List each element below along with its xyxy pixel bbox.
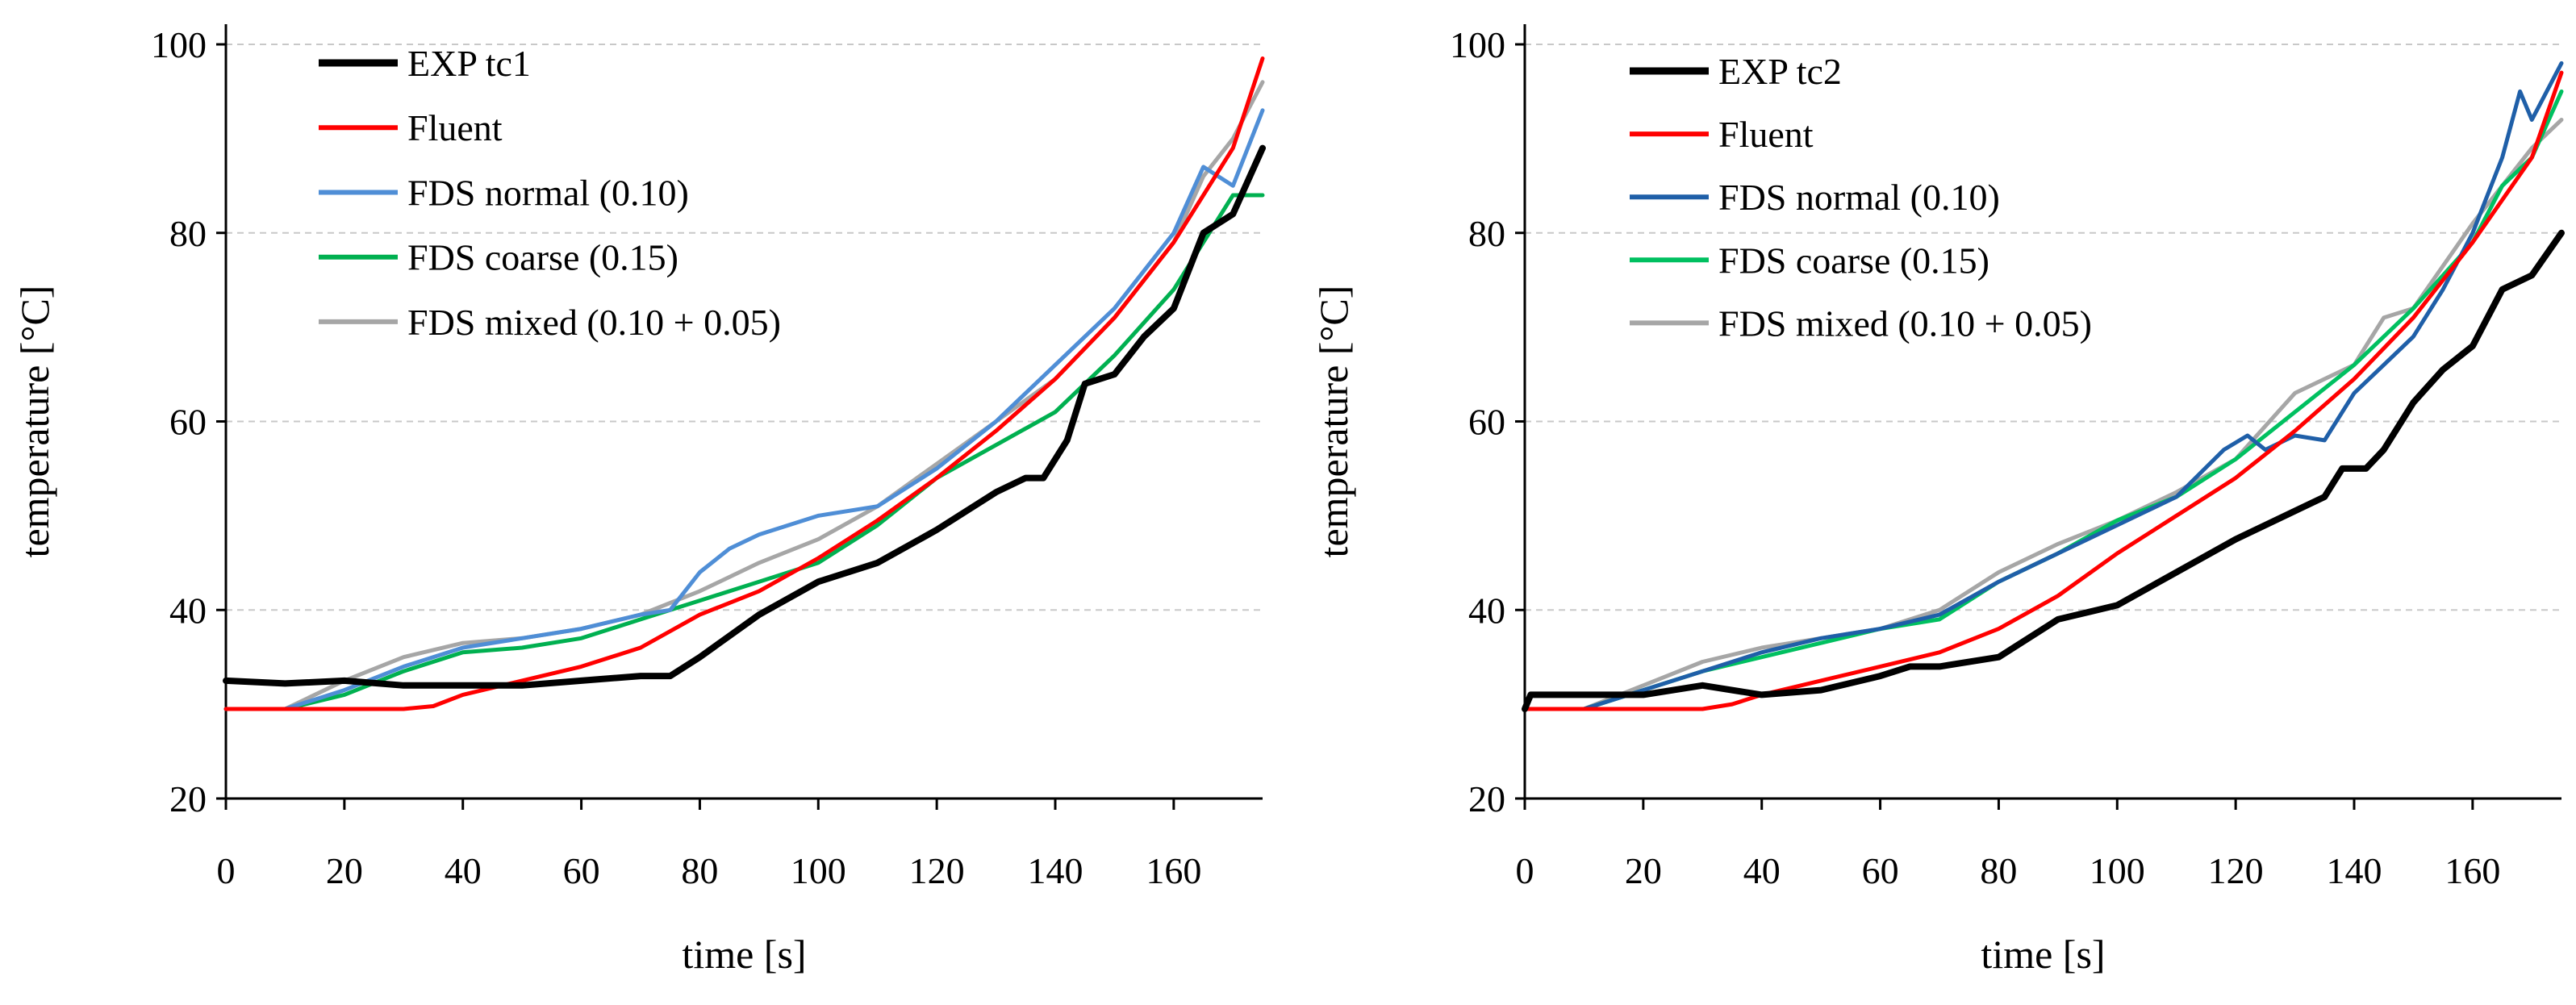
x-tick-label: 160	[2444, 850, 2500, 891]
series-line-3	[223, 193, 1265, 711]
legend-label: EXP tc2	[1718, 51, 1842, 92]
legend: EXP tc2 Fluent FDS normal (0.10) FDS coarse…	[1630, 51, 2092, 344]
legend-label: FDS mixed (0.10 + 0.05)	[407, 302, 781, 343]
y-tick-label: 60	[1468, 402, 1505, 443]
y-tick-label: 20	[1468, 778, 1505, 819]
series-line-4	[1522, 118, 2564, 711]
x-tick-label: 100	[791, 850, 846, 891]
x-tick-label: 140	[2327, 850, 2382, 891]
x-tick-label: 40	[445, 850, 482, 891]
series-line-0	[1522, 229, 2565, 712]
series-line-1	[223, 56, 1265, 711]
y-axis-label: temperature [°C]	[1311, 286, 1356, 558]
legend-label: FDS coarse (0.15)	[407, 237, 678, 278]
legend-label: FDS mixed (0.10 + 0.05)	[1718, 302, 2092, 344]
y-tick-label: 40	[169, 590, 207, 631]
x-tick-label: 100	[2090, 850, 2145, 891]
x-tick-label: 60	[1862, 850, 1899, 891]
x-axis-label: time [s]	[1981, 932, 2105, 977]
legend-label: FDS normal (0.10)	[407, 172, 689, 213]
x-tick-label: 120	[909, 850, 965, 891]
x-tick-label: 120	[2208, 850, 2264, 891]
x-tick-label: 60	[563, 850, 600, 891]
legend-label: Fluent	[407, 107, 503, 148]
y-tick-label: 80	[1468, 213, 1505, 254]
legend-label: Fluent	[1718, 114, 1814, 155]
y-axis-label: temperature [°C]	[12, 286, 57, 558]
y-tick-label: 100	[1450, 24, 1505, 65]
chart-right: 20 40 60 80 100 0 20 40 60 80 100 120 140 160 time [s]…	[1311, 24, 2565, 977]
legend-label: FDS normal (0.10)	[1718, 177, 2000, 218]
x-tick-label: 20	[1625, 850, 1662, 891]
y-tick-label: 80	[169, 213, 207, 254]
x-tick-label: 80	[1980, 850, 2017, 891]
x-tick-label: 0	[217, 850, 236, 891]
x-tick-label: 20	[326, 850, 363, 891]
legend: EXP tc1 Fluent FDS normal (0.10) FDS coarse…	[319, 43, 781, 343]
y-tick-label: 100	[151, 24, 207, 65]
series-line-2	[1522, 60, 2564, 711]
y-tick-label: 20	[169, 778, 207, 819]
legend-label: EXP tc1	[407, 43, 531, 84]
x-tick-label: 140	[1028, 850, 1083, 891]
x-tick-label: 80	[681, 850, 718, 891]
x-tick-label: 40	[1743, 850, 1781, 891]
y-tick-label: 60	[169, 402, 207, 443]
x-tick-label: 0	[1516, 850, 1534, 891]
x-tick-label: 160	[1146, 850, 1201, 891]
series-line-1	[1522, 70, 2564, 711]
series-line-2	[223, 108, 1265, 711]
y-tick-label: 40	[1468, 590, 1505, 631]
legend-label: FDS coarse (0.15)	[1718, 240, 1989, 281]
x-axis-label: time [s]	[682, 932, 806, 977]
series-line-4	[223, 80, 1265, 711]
series-line-3	[1522, 89, 2564, 711]
series-line-0	[223, 144, 1266, 689]
